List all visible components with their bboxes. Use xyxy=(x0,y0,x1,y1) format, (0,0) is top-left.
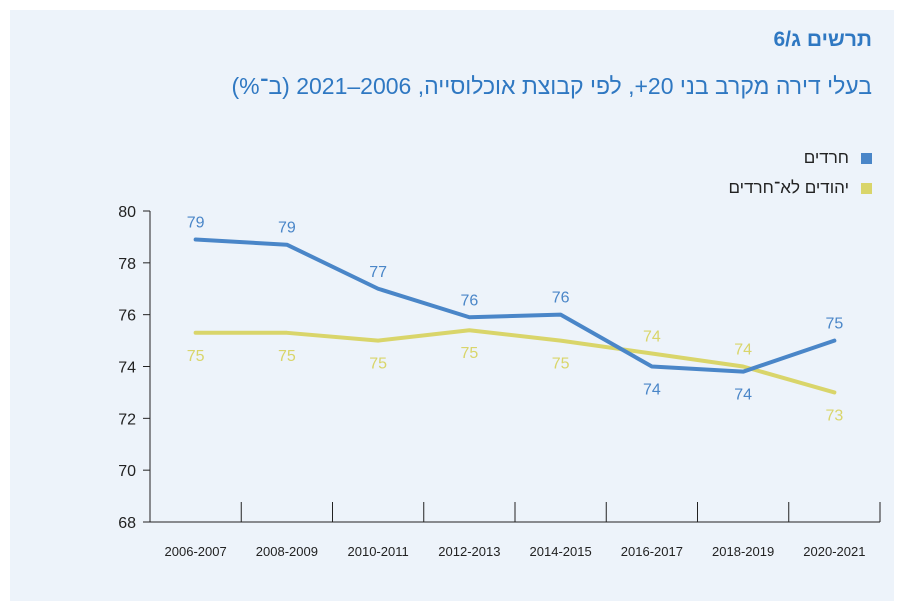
data-label-non-haredi-jews: 73 xyxy=(825,407,843,424)
chart-card xyxy=(10,10,894,601)
x-tick-label: 2018-2019 xyxy=(712,544,774,559)
legend-label-non-haredi-jews: יהודים לא־חרדים xyxy=(728,178,849,197)
legend: חרדים יהודים לא־חרדים xyxy=(728,143,872,203)
legend-label-haredim: חרדים xyxy=(803,148,849,167)
data-label-haredim: 76 xyxy=(552,290,570,307)
series-line-haredim xyxy=(193,237,837,374)
y-tick-label: 72 xyxy=(118,411,136,428)
data-label-haredim: 77 xyxy=(369,264,387,281)
data-label-haredim: 74 xyxy=(643,382,661,399)
data-label-non-haredi-jews: 74 xyxy=(643,329,661,346)
y-tick-label: 78 xyxy=(118,256,136,273)
y-tick-label: 68 xyxy=(118,515,136,532)
x-tick-label: 2006-2007 xyxy=(165,544,227,559)
data-label-non-haredi-jews: 75 xyxy=(278,348,296,365)
legend-item-non-haredi-jews: יהודים לא־חרדים xyxy=(728,173,872,203)
data-label-non-haredi-jews: 75 xyxy=(460,345,478,362)
x-tick-label: 2008-2009 xyxy=(256,544,318,559)
data-label-haredim: 74 xyxy=(734,387,752,404)
data-label-non-haredi-jews: 75 xyxy=(552,356,570,373)
legend-swatch-non-haredi-jews xyxy=(861,182,872,194)
chart-title: בעלי דירה מקרב בני 20+, לפי קבוצת אוכלוס… xyxy=(231,73,872,99)
data-label-haredim: 79 xyxy=(278,220,296,237)
x-tick-label: 2010-2011 xyxy=(348,544,409,559)
x-tick-label: 2020-2021 xyxy=(803,544,865,559)
y-tick-label: 74 xyxy=(118,360,136,377)
y-tick-label: 80 xyxy=(118,204,136,221)
data-label-non-haredi-jews: 75 xyxy=(369,356,387,373)
data-label-haredim: 79 xyxy=(187,215,205,232)
x-tick-label: 2014-2015 xyxy=(530,544,592,559)
data-label-non-haredi-jews: 74 xyxy=(734,342,752,359)
x-tick-label: 2016-2017 xyxy=(621,544,683,559)
legend-swatch-haredim xyxy=(861,152,872,164)
series-line-non-haredi-jews xyxy=(193,328,837,395)
data-label-haredim: 75 xyxy=(825,316,843,333)
figure-label: תרשים ג/6 xyxy=(773,28,872,51)
data-label-haredim: 76 xyxy=(460,292,478,309)
y-tick-label: 70 xyxy=(118,463,136,480)
data-label-non-haredi-jews: 75 xyxy=(187,348,205,365)
y-tick-label: 76 xyxy=(118,308,136,325)
legend-item-haredim: חרדים xyxy=(728,143,872,173)
x-tick-label: 2012-2013 xyxy=(438,544,500,559)
